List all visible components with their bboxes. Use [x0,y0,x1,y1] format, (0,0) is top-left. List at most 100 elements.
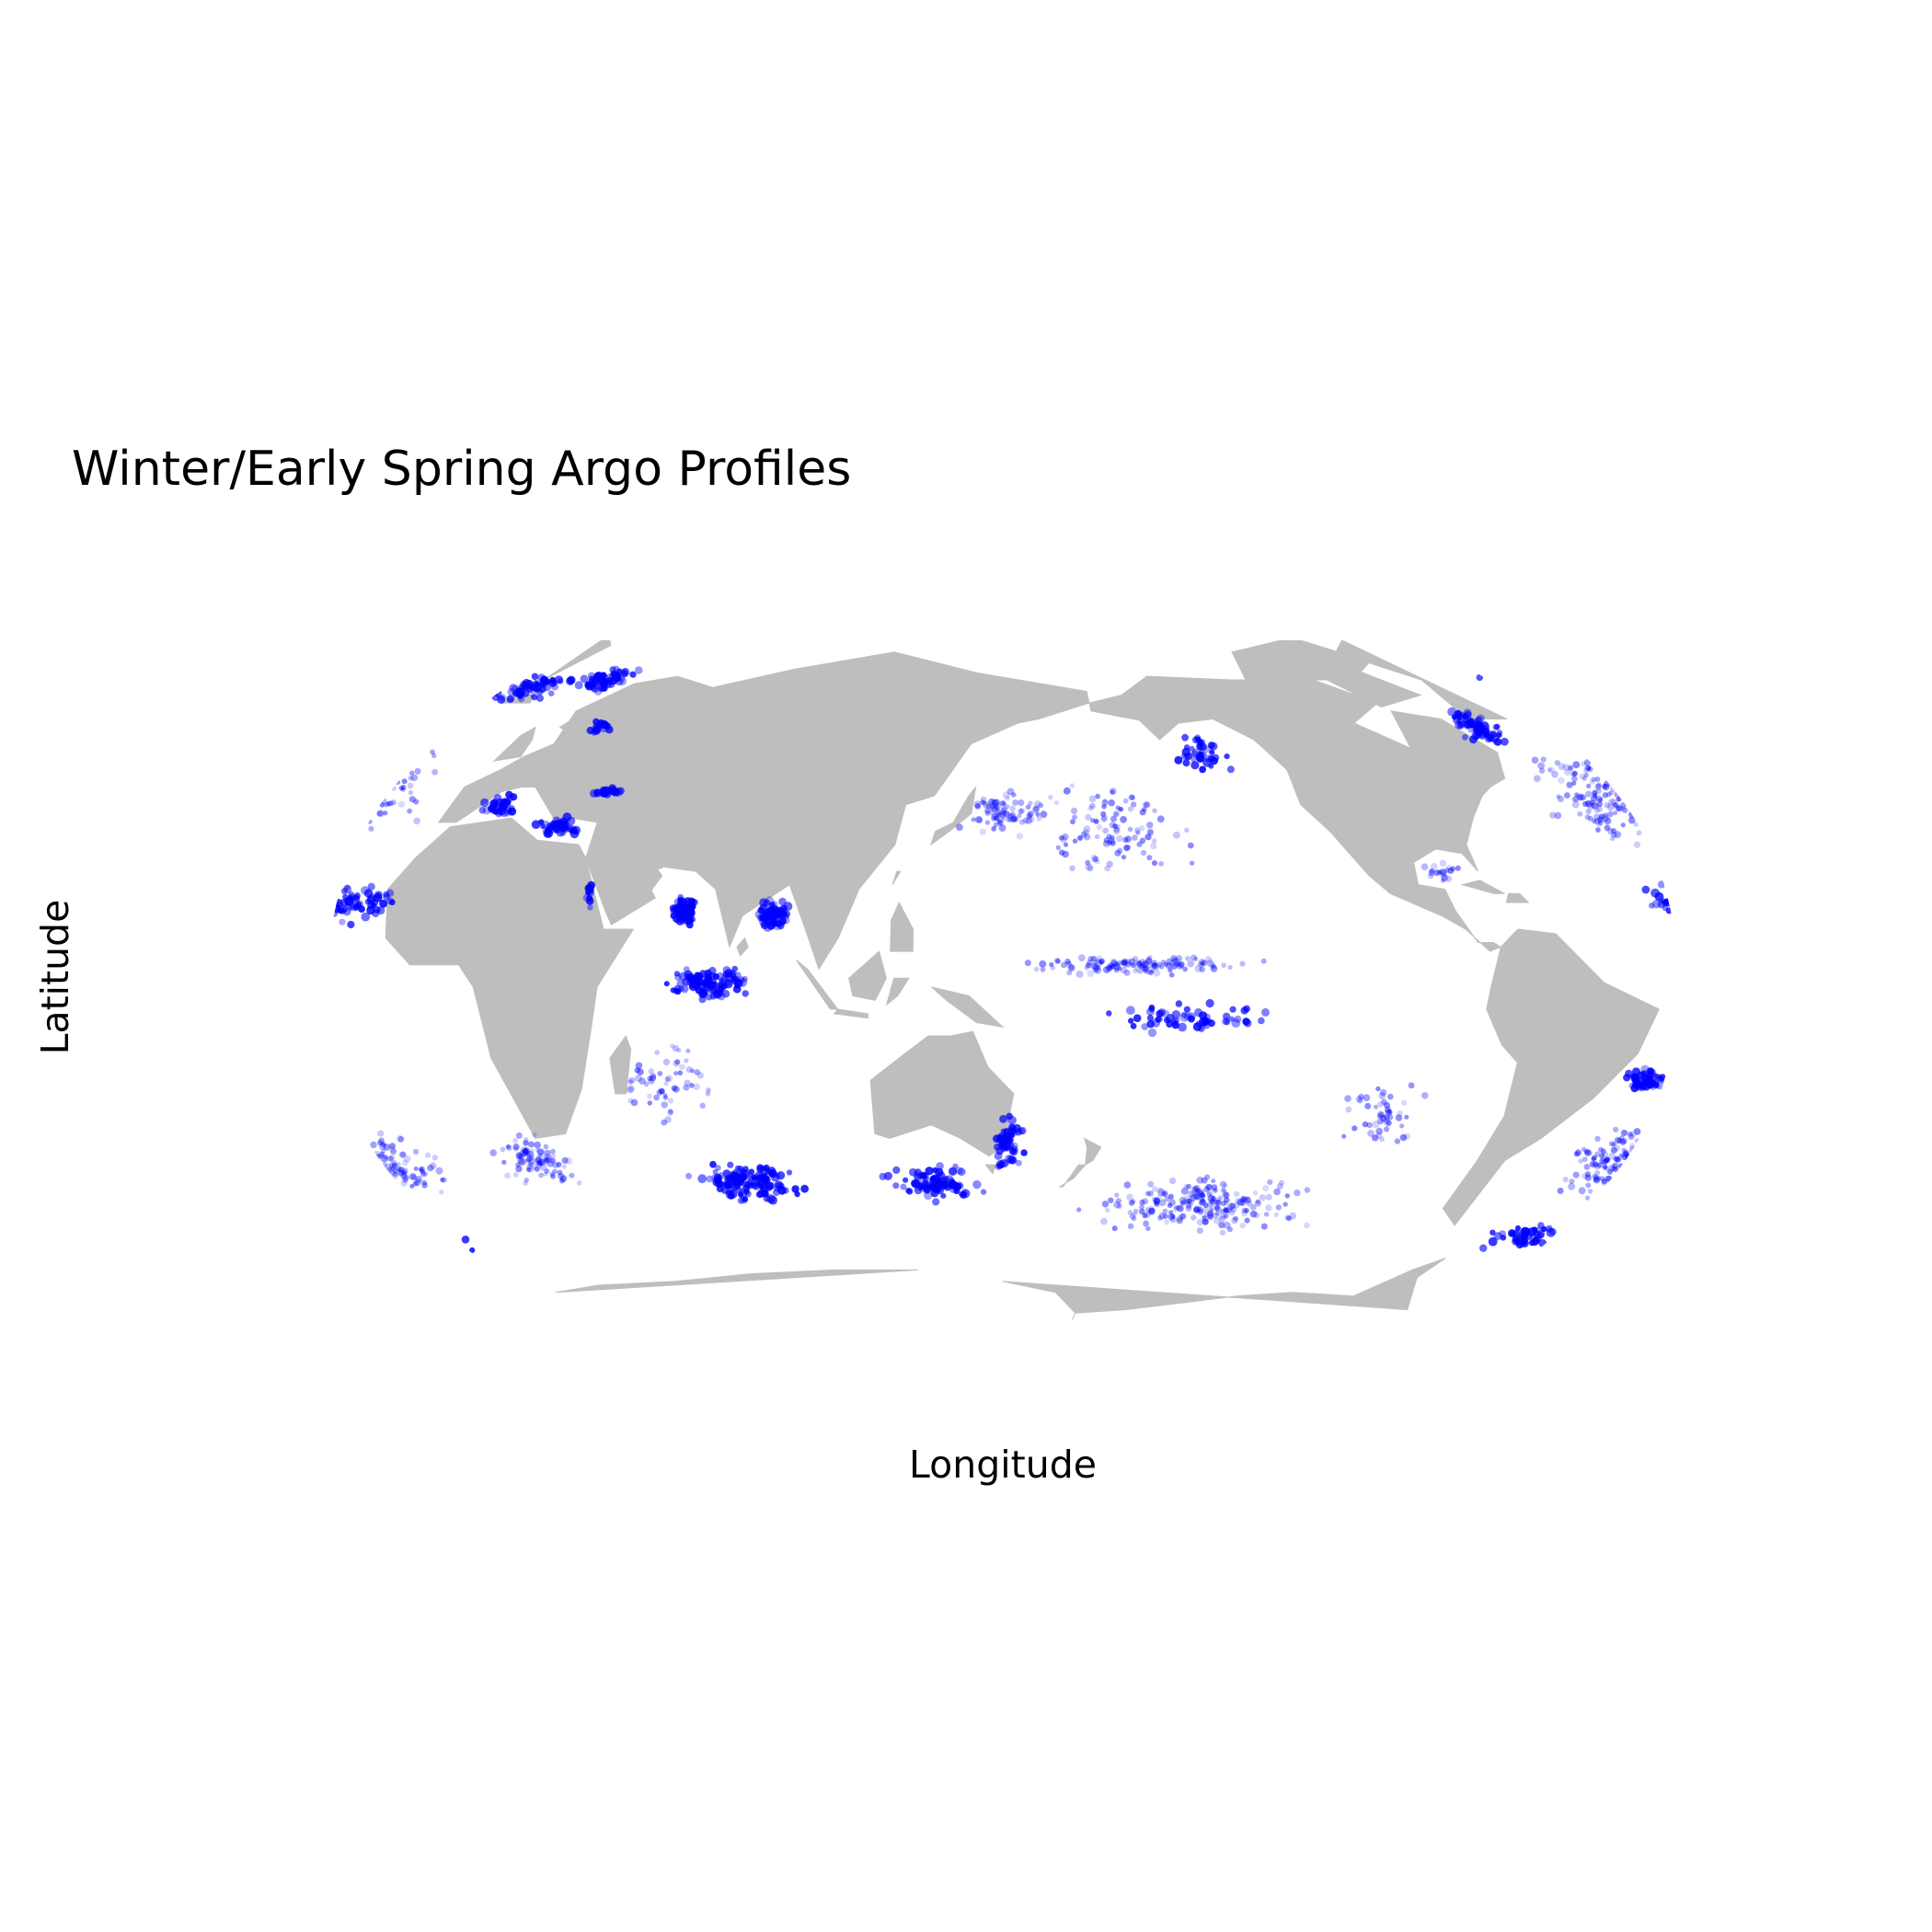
profile-point [673,1060,680,1067]
profile-point [1102,827,1109,834]
profile-point [1153,1201,1159,1207]
profile-point [396,1166,403,1173]
land-newguinea [931,986,1005,1029]
profile-point [1582,767,1590,775]
profile-point [657,1071,663,1076]
profile-point [501,1159,507,1166]
profile-point [1605,791,1612,798]
profile-point [781,904,788,912]
profile-point [1005,816,1012,822]
map-title: Winter/Early Spring Argo Profiles [72,442,852,497]
profile-point [391,1160,397,1167]
profile-point [1108,965,1113,971]
profile-point [1282,1202,1288,1207]
profile-point [386,897,394,905]
argo-cluster-western-mediterranean [478,790,518,818]
profile-point [647,1075,653,1082]
profile-point [1213,1216,1221,1225]
profile-point [1659,1074,1666,1082]
profile-point [1223,1182,1228,1189]
profile-point [1144,1190,1151,1197]
profile-point [1070,807,1078,815]
profile-point [370,902,376,909]
profile-point [1260,958,1267,964]
land-nz-south [1058,1164,1087,1188]
profile-point [1219,1229,1226,1236]
profile-point [1219,1213,1225,1220]
profile-point [627,1085,635,1092]
profile-point [1168,1177,1177,1185]
profile-point [546,1154,553,1161]
profile-point [724,978,732,986]
profile-point [673,971,681,977]
profile-point [1139,1199,1145,1205]
profile-point [718,982,725,989]
profile-point [1108,1197,1114,1203]
profile-point [1178,1022,1187,1032]
profile-point [1096,955,1102,961]
profile-point [347,920,355,929]
profile-point [1584,765,1592,772]
profile-point [1623,1151,1628,1156]
land-philippines [890,901,914,952]
profile-point [1395,1114,1403,1121]
profile-point [1064,958,1071,965]
land-borneo [848,950,887,1001]
profile-point [1592,789,1598,796]
profile-point [414,767,421,775]
profile-point [612,672,622,682]
profile-point [1609,835,1616,842]
profile-point [1433,869,1441,877]
profile-point [1304,1187,1311,1193]
profile-point [1018,808,1024,815]
profile-point [1241,1210,1248,1217]
argo-cluster-kuroshio-extension [956,788,1053,835]
profile-point [1001,806,1008,813]
profile-point [1221,1188,1226,1193]
profile-point [1608,790,1615,796]
profile-point [621,667,630,676]
profile-point [1132,1211,1138,1217]
profile-point [1060,961,1067,969]
profile-point [1001,810,1007,816]
profile-point [1355,1096,1363,1103]
argo-cluster-southern-ocean-pacific-sector [1076,1174,1311,1236]
profile-point [1040,811,1048,819]
profile-point [988,798,995,805]
profile-point [1161,1190,1168,1198]
profile-point [1615,805,1622,811]
profile-point [1457,720,1466,729]
profile-point [1218,1215,1226,1223]
profile-point [1022,817,1029,824]
profile-point [995,814,1001,821]
profile-point [648,1068,654,1075]
profile-point [1141,960,1149,969]
profile-point [543,1144,549,1150]
profile-point [1488,1236,1498,1247]
profile-point [1404,1114,1409,1120]
profile-point [682,977,691,986]
profile-point [544,1168,550,1174]
profile-point [653,1094,660,1101]
profile-point [380,1148,386,1154]
profile-point [1587,766,1593,773]
profile-point [1556,794,1561,799]
profile-point [1133,827,1141,834]
profile-point [1187,1015,1195,1023]
profile-point [402,1167,408,1174]
profile-point [1114,849,1121,857]
profile-point [1612,1163,1618,1169]
profile-point [367,819,373,824]
profile-point [1110,788,1117,795]
profile-point [1572,796,1580,803]
profile-point [1211,1184,1218,1190]
profile-point [1479,1244,1488,1252]
profile-point [1154,1201,1160,1207]
profile-point [999,1158,1008,1168]
profile-point [1214,1211,1220,1216]
profile-point [1604,1156,1610,1162]
profile-point [1573,1151,1580,1157]
argo-cluster-north-pacific [1016,783,1195,872]
profile-point [921,1172,928,1179]
land-antarctica-part-1 [1002,1258,1446,1320]
